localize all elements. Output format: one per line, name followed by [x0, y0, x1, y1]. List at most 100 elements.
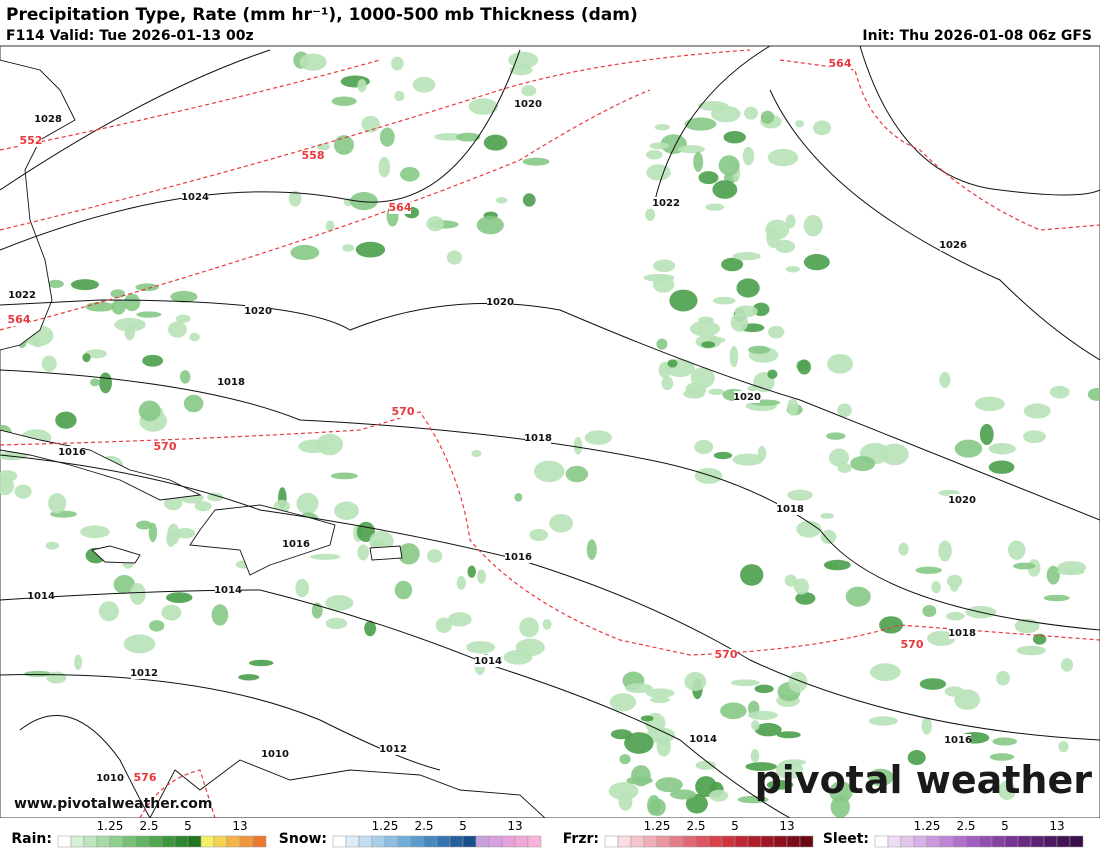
legend-swatch	[527, 835, 542, 848]
precip-cell	[785, 214, 796, 229]
precip-cell	[148, 522, 158, 543]
precip-cell	[645, 208, 656, 222]
precip-cell	[1043, 594, 1070, 602]
legend-swatch	[747, 835, 762, 848]
pressure-label: 1012	[130, 668, 158, 679]
label-bg	[389, 202, 411, 214]
legend-swatch	[239, 835, 254, 848]
label-bg	[8, 314, 30, 326]
legend-swatch	[70, 835, 85, 848]
precip-cell	[394, 580, 413, 600]
legend-swatch	[1004, 835, 1019, 848]
precip-cell	[412, 76, 436, 93]
pressure-label: 1018	[217, 377, 245, 388]
precip-cell	[740, 564, 764, 586]
precip-cell	[290, 244, 320, 261]
precip-cell	[361, 115, 380, 133]
legend-swatch	[174, 835, 189, 848]
label-bg	[134, 772, 156, 784]
precip-cell	[166, 530, 176, 548]
precip-cell	[709, 789, 729, 802]
precip-cell	[391, 56, 404, 71]
precip-cell	[610, 729, 632, 740]
legend-label: Frzr:	[563, 831, 599, 847]
label-bg	[20, 135, 42, 147]
puerto-rico	[369, 545, 403, 561]
init-time: Init: Thu 2026-01-08 06z GFS	[862, 28, 1092, 44]
isobar	[0, 49, 271, 191]
precip-cell	[99, 372, 112, 394]
precip-cell	[974, 396, 1005, 412]
precip-cell	[939, 371, 951, 389]
precip-cell	[136, 311, 162, 318]
precip-cell	[542, 619, 552, 630]
label-bg	[653, 197, 679, 209]
thickness-label: 564	[389, 201, 412, 214]
legend-swatch	[83, 835, 98, 848]
precip-cell	[565, 465, 589, 483]
jamaica	[91, 545, 141, 564]
legend-tick: 1.25	[644, 819, 671, 833]
pressure-label: 1026	[939, 240, 967, 251]
thickness-line	[139, 769, 216, 819]
precip-cell	[325, 617, 348, 630]
label-bg	[218, 376, 244, 388]
precip-cell	[723, 130, 746, 144]
precip-cell	[467, 565, 476, 578]
isobar	[769, 89, 1100, 361]
isobar	[19, 715, 151, 819]
precip-cell	[898, 542, 909, 556]
pressure-label: 1016	[504, 552, 532, 563]
thickness-label: 570	[154, 440, 177, 453]
label-bg	[9, 289, 35, 301]
legend-swatch	[252, 835, 267, 848]
precip-cell	[23, 670, 53, 677]
legend-swatch	[669, 835, 684, 848]
label-bg	[97, 772, 123, 784]
precip-cell	[712, 296, 736, 305]
precip-cell	[748, 345, 771, 354]
precip-cell	[946, 611, 965, 621]
legend-swatch	[135, 835, 150, 848]
precip-cell	[721, 257, 744, 272]
precip-cell	[768, 325, 785, 339]
label-bg	[734, 391, 760, 403]
precip-cell	[729, 346, 739, 368]
precip-cell	[765, 219, 790, 240]
precip-cell	[689, 320, 720, 337]
precip-cell	[869, 663, 901, 682]
label-bg	[215, 584, 241, 596]
precip-cell	[573, 436, 583, 455]
precip-cell	[364, 620, 377, 637]
precip-cell	[1049, 385, 1070, 399]
legend-tick: 5	[184, 819, 192, 833]
pressure-label: 1014	[689, 734, 717, 745]
precip-cell	[795, 592, 816, 605]
legend-tick: 13	[507, 819, 522, 833]
legend-swatch	[475, 835, 490, 848]
label-bg	[525, 432, 551, 444]
legend-swatch	[617, 835, 632, 848]
precip-cell	[694, 439, 714, 455]
precip-cell	[624, 732, 654, 754]
legend-swatch	[397, 835, 412, 848]
precip-cell	[477, 569, 486, 584]
precip-cell	[712, 180, 738, 199]
precip-cell	[944, 686, 965, 697]
label-bg	[283, 538, 309, 550]
pressure-label: 1020	[733, 392, 761, 403]
pressure-contours	[0, 45, 1100, 819]
legend-swatch	[991, 835, 1006, 848]
legend-tick: 13	[1049, 819, 1064, 833]
precip-cell	[796, 520, 822, 538]
pressure-label: 1018	[524, 433, 552, 444]
legend: Rain: 1.25 2.5 5 13 Snow: 1.25 2.5 5 13 Frzr: 1.25 2…	[0, 818, 1100, 850]
legend-swatch	[874, 835, 889, 848]
legend-swatch	[96, 835, 111, 848]
precip-cell	[619, 754, 631, 765]
precip-cell	[466, 641, 496, 654]
label-bg	[380, 743, 406, 755]
precip-cell	[795, 120, 804, 128]
precip-cell	[521, 85, 537, 97]
